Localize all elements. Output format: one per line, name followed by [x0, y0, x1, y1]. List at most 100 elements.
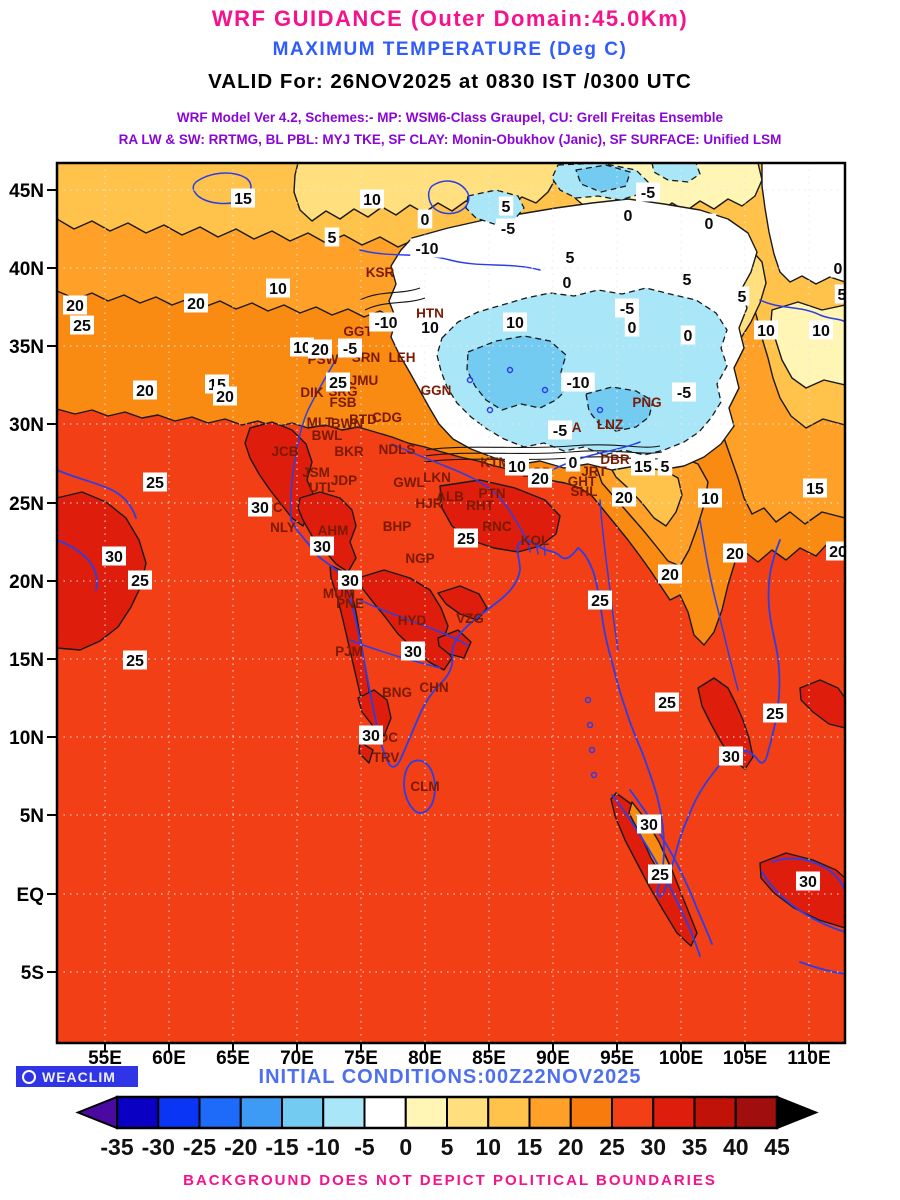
contour-label-box: [418, 317, 442, 337]
station-label-jdp: JDP: [331, 473, 357, 488]
contour-label: 30: [341, 573, 359, 590]
station-label-vzg: VZG: [456, 611, 484, 626]
station-label-ngp: NGP: [405, 551, 434, 566]
colorbar-cell: [611, 1096, 655, 1129]
station-label-jmu: JMU: [350, 373, 379, 388]
lon-tick-label-105e: 105E: [723, 1048, 767, 1069]
contour-label-box: [624, 317, 640, 337]
lon-tick-label-95e: 95E: [600, 1048, 634, 1069]
lon-tick-label-80e: 80E: [408, 1048, 442, 1069]
contour-label: 30: [722, 749, 740, 766]
contour-label: 15: [806, 481, 824, 498]
contour-label: 20: [216, 389, 234, 406]
station-label-hyd: HYD: [398, 613, 427, 628]
subtitle-variable: MAXIMUM TEMPERATURE (Deg C): [272, 39, 628, 60]
station-label-mum: MUM: [323, 586, 355, 601]
hot-patch-gujarat: [297, 491, 357, 573]
colorbar-cell: [446, 1096, 490, 1129]
station-label-jsm: JSM: [302, 465, 330, 480]
contour-label-box: [505, 456, 529, 476]
colorbar-cell: [652, 1096, 696, 1129]
contour-label: 20: [615, 490, 633, 507]
contour-label: -5: [553, 423, 567, 440]
station-label-pjm: PJM: [335, 644, 363, 659]
station-label-alb: ALB: [436, 489, 464, 504]
contour-label: 5: [328, 230, 337, 247]
contour-label: 30: [404, 644, 422, 661]
contour-label: 25: [658, 695, 676, 712]
contour-label-box: [417, 209, 433, 229]
station-label-bwl: BWL: [312, 428, 343, 443]
station-label-lnz: LNZ: [597, 417, 623, 432]
colorbar-arrow-right: [776, 1095, 819, 1130]
colorbar-tick-label: 45: [764, 1134, 790, 1160]
colorbar-tick-label: -10: [307, 1134, 340, 1160]
station-label-cdg: CDG: [372, 410, 402, 425]
contour-label: -10: [374, 315, 397, 332]
map-terrain: [57, 163, 845, 1043]
contour-label-box: [359, 725, 383, 745]
contour-label-box: [63, 295, 87, 315]
contour-label: 25: [329, 375, 347, 392]
colorbar-tick-label: 5: [441, 1134, 454, 1160]
axis-layer: 45N 40N 35N 30N 25N 20N 15N 10N 5N EQ 5S 55E 60E 65E 7…: [9, 181, 831, 1069]
contour-label: 5: [661, 459, 670, 476]
colorbar-tick-label: 30: [640, 1134, 666, 1160]
contour-label-box: [410, 238, 444, 258]
station-label-pne: PNE: [336, 596, 364, 611]
contour-label: -10: [415, 241, 438, 258]
contour-label-box: [360, 189, 384, 209]
contour-label-box: [248, 497, 272, 517]
andaman-islands: [584, 696, 598, 779]
lat-tick-label-15n: 15N: [9, 650, 44, 671]
lon-tick-label-60e: 60E: [152, 1048, 186, 1069]
contour-label: 15: [634, 459, 652, 476]
colorbar-cell: [734, 1096, 778, 1129]
river-china: [759, 299, 845, 323]
contour-label-box: [620, 205, 636, 225]
hot-patch-deccan: [357, 569, 453, 671]
contour-label-box: [679, 269, 695, 289]
lat-tick-label-eq: EQ: [17, 885, 44, 906]
contour-label-box: [308, 339, 332, 359]
station-label-chn: CHN: [419, 680, 448, 695]
contour-label: 25: [766, 706, 784, 723]
contour-label-box: [648, 864, 672, 884]
contour-label-box: [809, 320, 833, 340]
contour-label: 0: [705, 216, 714, 233]
colorbar-tick-label: 40: [723, 1134, 749, 1160]
contour-label: 5: [683, 272, 692, 289]
colorbar-cell: [569, 1096, 613, 1129]
river-tarim: [359, 249, 541, 271]
contour-label: 0: [563, 275, 572, 292]
contour-label-box: [636, 182, 660, 202]
disclaimer-line: BACKGROUND DOES NOT DEPICT POLITICAL BOU…: [183, 1172, 717, 1189]
contour-label-box: [70, 315, 94, 335]
station-label-rht: RHT: [466, 498, 494, 513]
station-label-ktm: KTM: [480, 455, 509, 470]
contour-label-box: [657, 456, 673, 476]
contour-label-box: [803, 478, 827, 498]
contour-label-box: [310, 536, 334, 556]
contour-label-box: [763, 703, 787, 723]
valid-time-line: VALID For: 26NOV2025 at 0830 IST /0300 U…: [208, 70, 692, 93]
contour-label: 25: [126, 653, 144, 670]
grid-layer: [57, 163, 845, 1043]
river-irrawaddy: [599, 499, 619, 651]
colorbar: -35 -30 -25 -20 -15 -10 -5 0 5 10 15 20 25 30 35 40 45: [75, 1095, 819, 1160]
weaclim-badge: WEACLIM: [16, 1066, 138, 1087]
contour-label-box: [369, 312, 403, 332]
contour-label-box: [655, 692, 679, 712]
contour-label-box: [128, 570, 152, 590]
contour-label-box: [454, 528, 478, 548]
colorbar-cell: [528, 1096, 572, 1129]
station-label-bng: BNG: [382, 685, 412, 700]
contour-label-box: [498, 196, 514, 216]
contour-label: 5: [566, 250, 575, 267]
hot-patch-south2: [358, 741, 374, 764]
contour-label: 30: [799, 874, 817, 891]
lon-tick-label-100e: 100E: [659, 1048, 703, 1069]
lon-tick-label-55e: 55E: [88, 1048, 122, 1069]
tibet-lakes: [466, 366, 604, 414]
river-indus: [289, 351, 341, 521]
